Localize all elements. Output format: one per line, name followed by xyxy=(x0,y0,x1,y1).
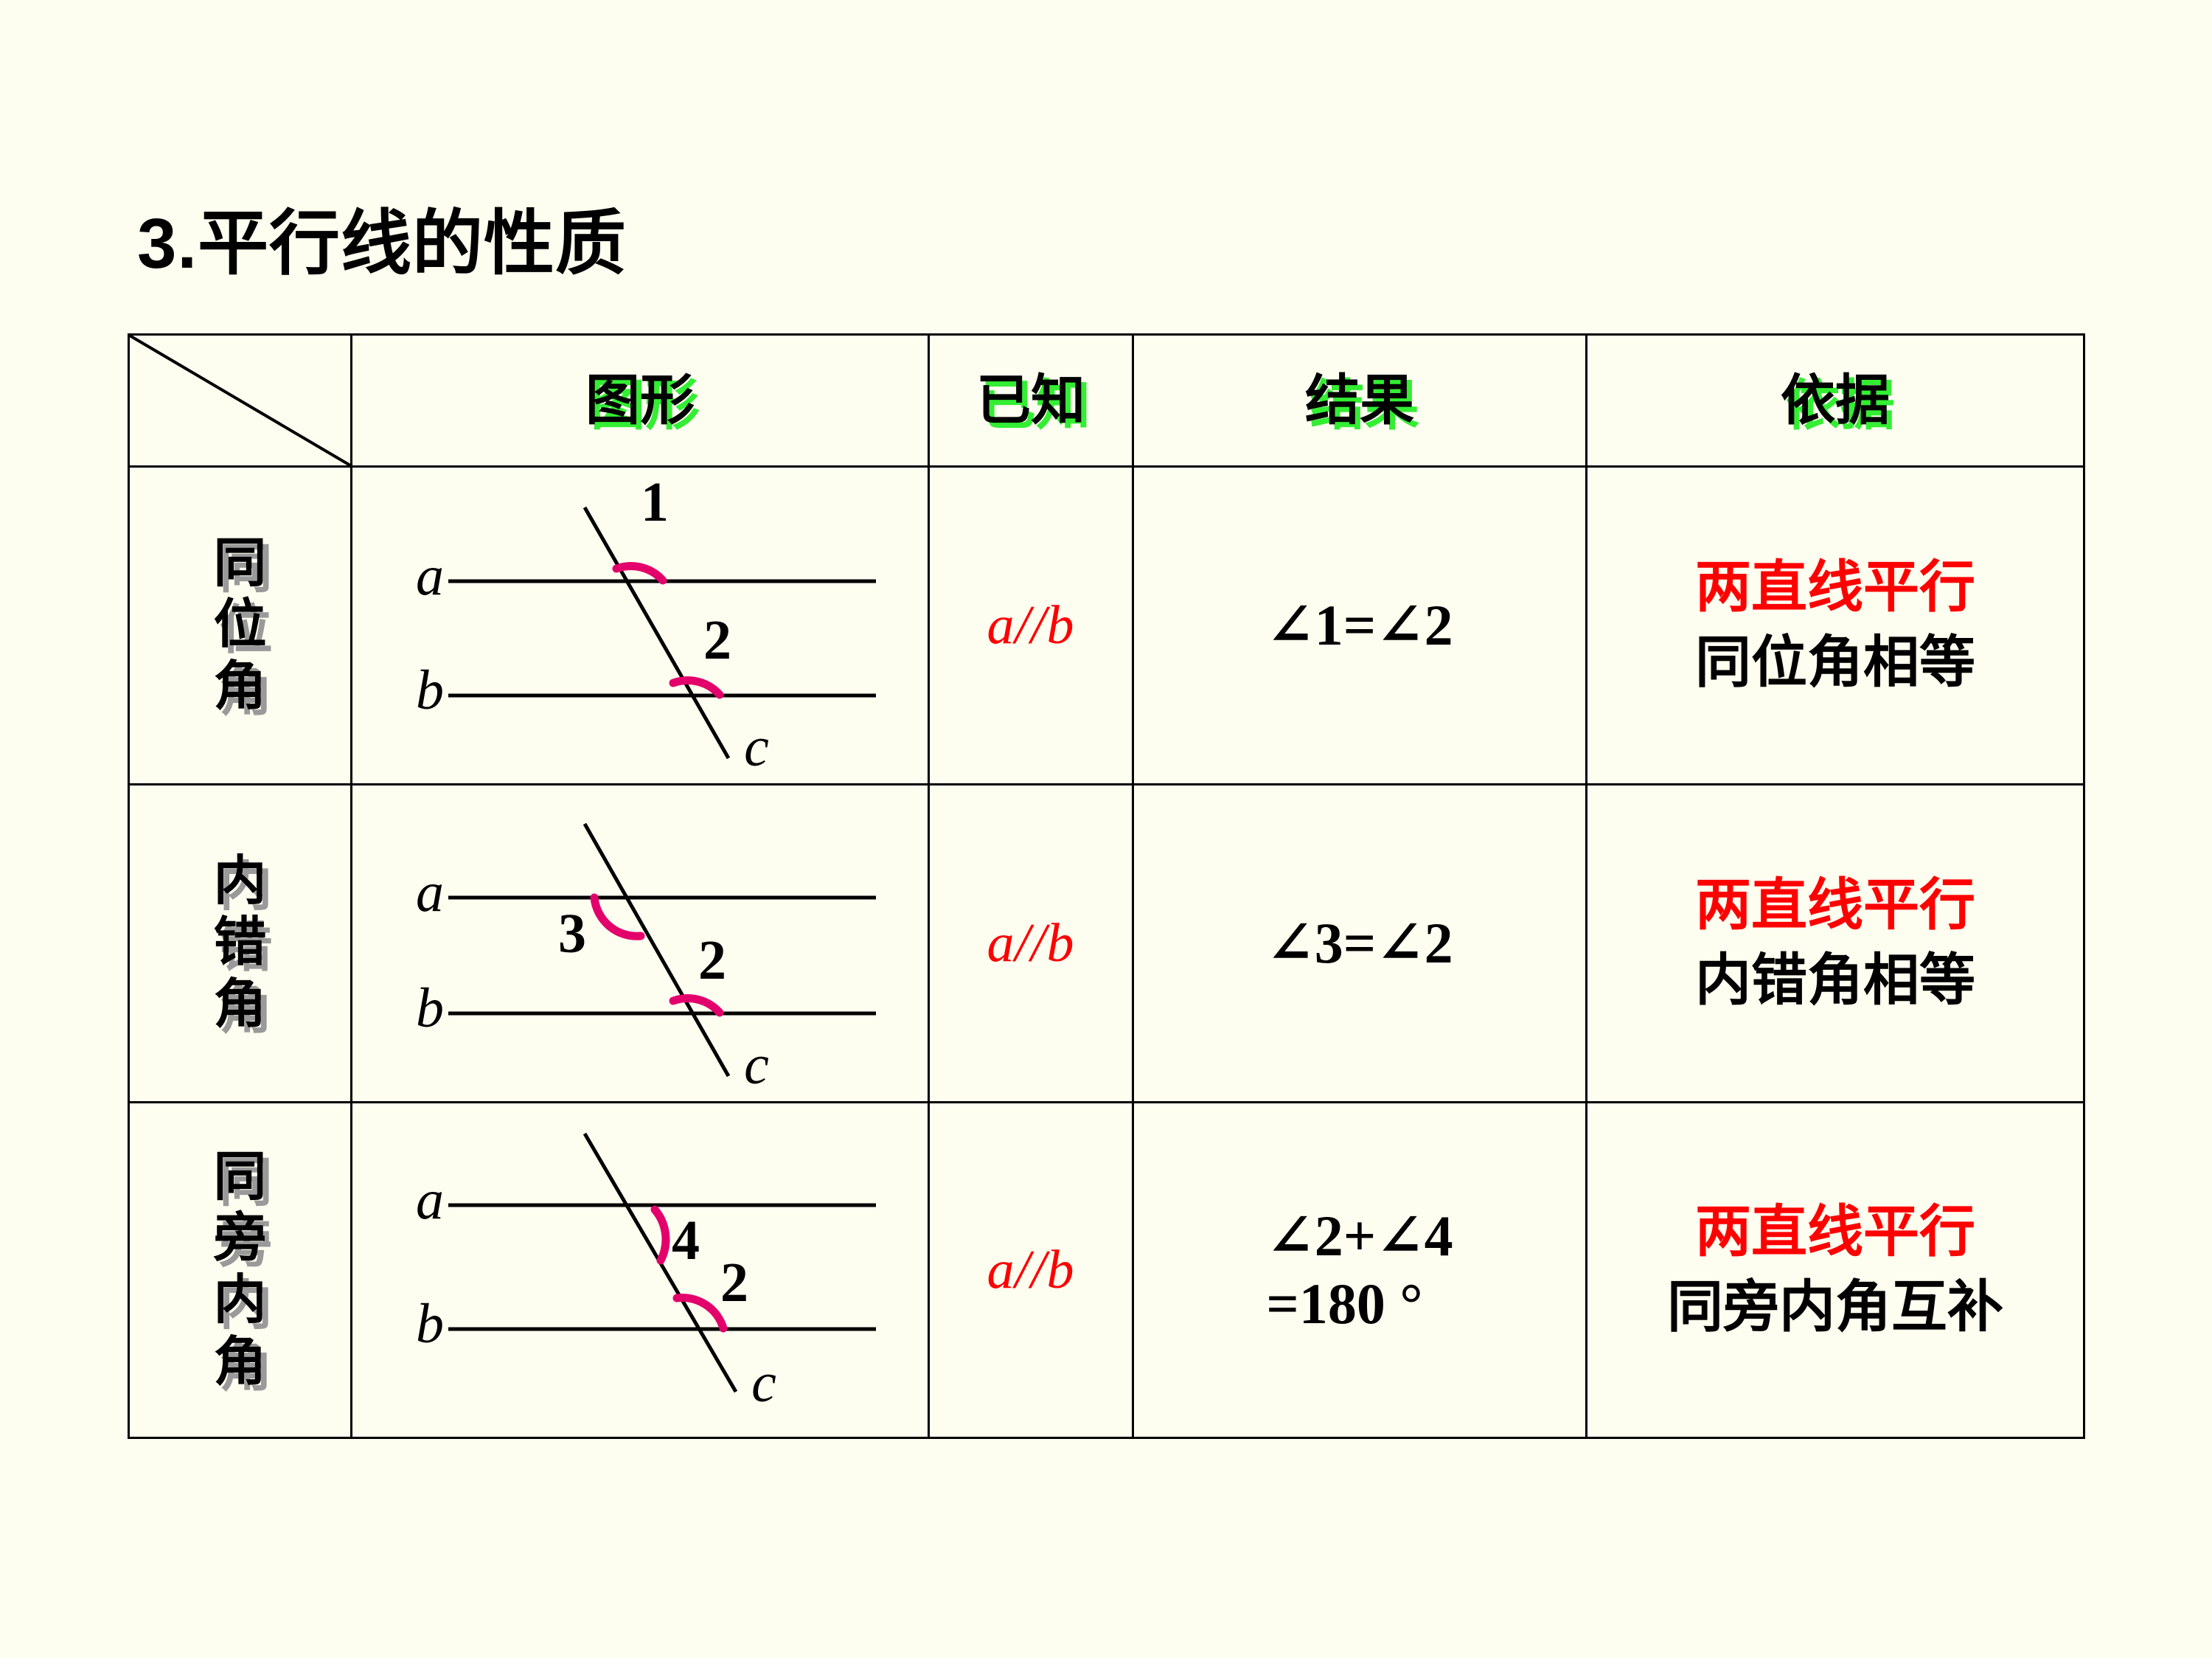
given-text: a//b xyxy=(987,594,1075,656)
result-block: ∠3=∠2 xyxy=(1266,909,1453,977)
header-result: 结果 xyxy=(1132,333,1587,468)
reason-red-line: 两直线平行 xyxy=(1695,1201,1975,1264)
figure-label-b: b xyxy=(416,977,444,1039)
figure-cell-alternate-interior-angles: a b c 3 2 xyxy=(350,783,930,1103)
row-name-corresponding-angles: 同 位 角 xyxy=(213,533,267,716)
given-cell: a//b xyxy=(928,783,1134,1103)
reason-block: 两直线平行 同旁内角互补 xyxy=(1667,1195,2003,1345)
page-title: 3.平行线的性质 xyxy=(137,204,627,283)
table-row: 内 错 角 a b c 3 2 a// xyxy=(128,783,2085,1103)
figure-angle-label-1: 1 xyxy=(641,471,669,533)
figure-label-a: a xyxy=(416,545,444,607)
figure-angle-label-2: 2 xyxy=(703,609,731,671)
figure-label-c: c xyxy=(744,1034,769,1096)
reason-block: 两直线平行 同位角相等 xyxy=(1695,550,1975,701)
header-reason-label: 依据 xyxy=(1781,370,1890,431)
figure-label-b: b xyxy=(416,1293,444,1355)
reason-block: 两直线平行 内错角相等 xyxy=(1695,868,1975,1019)
header-result-label: 结果 xyxy=(1305,370,1414,431)
corresponding-angles-diagram: a b c 1 2 xyxy=(416,471,876,778)
figure-angle-label-3: 3 xyxy=(558,903,586,965)
row-name-alternate-interior-angles: 内 错 角 xyxy=(213,851,267,1034)
result-line: =180 ° xyxy=(1266,1272,1423,1336)
reason-cell: 两直线平行 内错角相等 xyxy=(1585,783,2085,1103)
figure-label-c: c xyxy=(744,716,769,778)
result-cell: ∠3=∠2 xyxy=(1132,783,1587,1103)
table-row: 同 位 角 a b c 1 xyxy=(128,465,2085,785)
result-line: ∠2+∠4 xyxy=(1266,1203,1453,1268)
header-figure-label: 图形 xyxy=(585,370,695,431)
figure-angle-label-4: 4 xyxy=(672,1210,700,1272)
result-block: ∠2+∠4 =180 ° xyxy=(1266,1202,1453,1338)
result-line: ∠3=∠2 xyxy=(1266,910,1453,975)
result-cell: ∠2+∠4 =180 ° xyxy=(1132,1101,1587,1439)
figure-label-c: c xyxy=(751,1352,776,1414)
corner-cell xyxy=(128,333,352,468)
row-label-cell: 同 旁 内 角 xyxy=(128,1101,352,1439)
figure-label-a: a xyxy=(416,861,444,923)
reason-black-line: 同旁内角互补 xyxy=(1667,1276,2003,1339)
given-text: a//b xyxy=(987,1239,1075,1300)
reason-red-line: 两直线平行 xyxy=(1695,556,1975,620)
given-cell: a//b xyxy=(928,1101,1134,1439)
parallel-line-properties-table: 图形 已知 结果 依据 同 位 角 xyxy=(128,333,2085,1439)
diagonal-slash-icon xyxy=(130,336,350,465)
reason-black-line: 同位角相等 xyxy=(1695,631,1975,694)
row-name-cointerior-angles: 同 旁 内 角 xyxy=(213,1147,267,1392)
figure-label-a: a xyxy=(416,1169,444,1231)
figure-cell-cointerior-angles: a b c 4 2 xyxy=(350,1101,930,1439)
alternate-interior-angles-diagram: a b c 3 2 xyxy=(416,822,876,1096)
header-given-label: 已知 xyxy=(976,370,1085,431)
result-block: ∠1=∠2 xyxy=(1266,592,1453,659)
result-cell: ∠1=∠2 xyxy=(1132,465,1587,785)
reason-black-line: 内错角相等 xyxy=(1695,949,1975,1012)
header-figure: 图形 xyxy=(350,333,930,468)
header-given: 已知 xyxy=(928,333,1134,468)
given-text: a//b xyxy=(987,912,1075,974)
given-cell: a//b xyxy=(928,465,1134,785)
figure-cell-corresponding-angles: a b c 1 2 xyxy=(350,465,930,785)
row-label-cell: 内 错 角 xyxy=(128,783,352,1103)
result-line: ∠1=∠2 xyxy=(1266,592,1453,657)
cointerior-angles-diagram: a b c 4 2 xyxy=(416,1132,876,1414)
header-reason: 依据 xyxy=(1585,333,2085,468)
figure-label-b: b xyxy=(416,659,444,721)
table-header-row: 图形 已知 结果 依据 xyxy=(128,333,2085,468)
reason-cell: 两直线平行 同旁内角互补 xyxy=(1585,1101,2085,1439)
reason-red-line: 两直线平行 xyxy=(1695,874,1975,937)
reason-cell: 两直线平行 同位角相等 xyxy=(1585,465,2085,785)
row-label-cell: 同 位 角 xyxy=(128,465,352,785)
table-row: 同 旁 内 角 a b c 4 2 a xyxy=(128,1101,2085,1439)
figure-angle-label-2: 2 xyxy=(720,1252,748,1314)
figure-angle-label-2: 2 xyxy=(698,929,726,991)
